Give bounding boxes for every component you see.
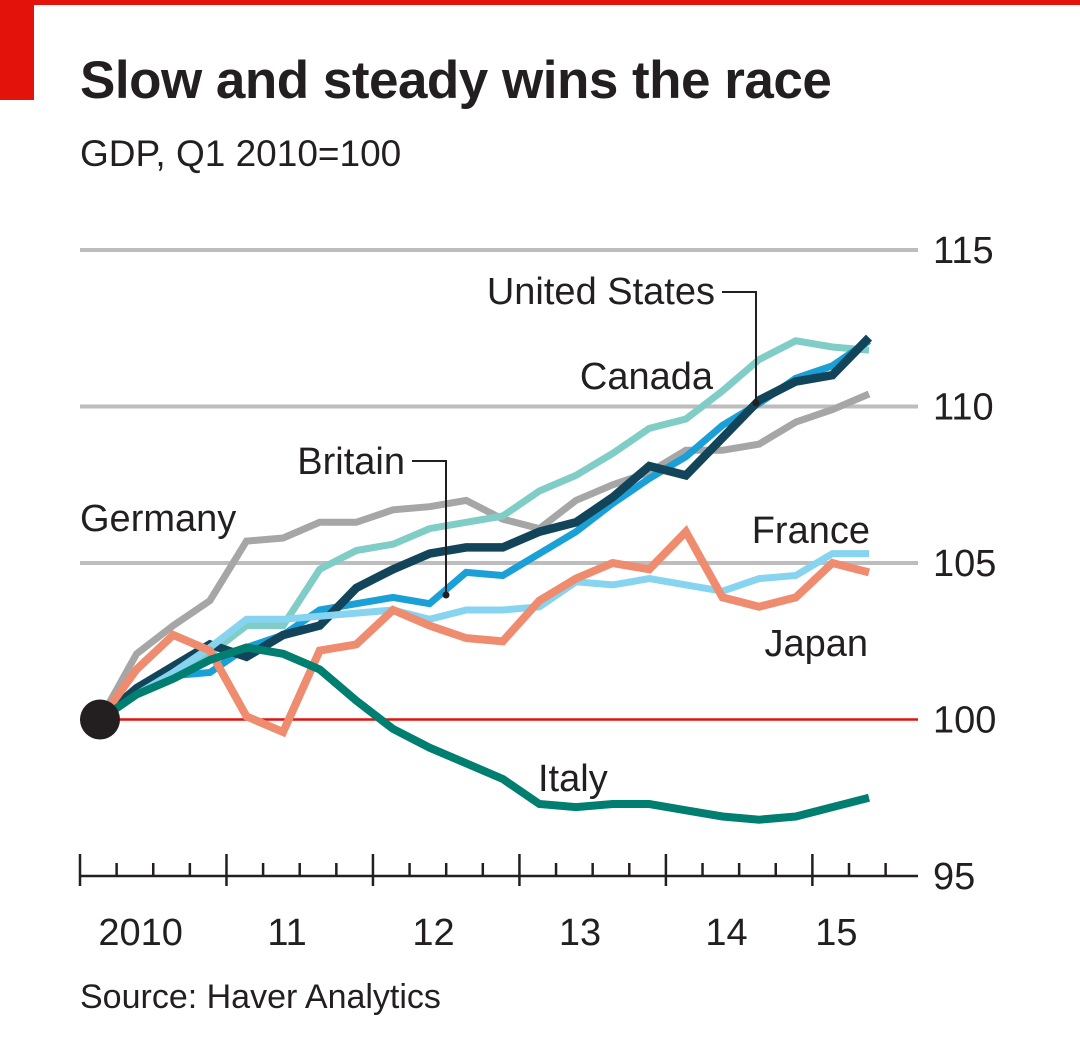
series-label-britain: Britain <box>297 441 405 483</box>
leader-dot-britain <box>442 591 450 599</box>
top-rule <box>0 0 1080 5</box>
gridlines <box>80 248 918 721</box>
x-tick-label-13: 13 <box>559 912 601 954</box>
series-label-japan: Japan <box>764 623 868 665</box>
x-tick-label-2010: 2010 <box>98 912 183 954</box>
x-tick-labels: 2010 11 12 13 14 15 <box>98 912 857 954</box>
y-tick-label-100: 100 <box>933 700 996 742</box>
series-lines <box>80 334 873 824</box>
x-axis <box>78 854 918 886</box>
x-tick-label-14: 14 <box>705 912 747 954</box>
y-tick-label-105: 105 <box>933 543 996 585</box>
source-note: Source: Haver Analytics <box>80 978 441 1016</box>
y-tick-label-115: 115 <box>933 230 994 272</box>
series-line-canada <box>98 337 870 723</box>
origin-dot <box>80 699 120 740</box>
leader-dot-united-states <box>752 399 760 407</box>
x-tick-label-12: 12 <box>412 912 454 954</box>
leader-line-united-states <box>722 291 757 403</box>
x-tick-label-11: 11 <box>267 912 306 954</box>
chart-title: Slow and steady wins the race <box>80 51 832 110</box>
series-label-france: France <box>752 510 870 552</box>
y-tick-label-110: 110 <box>933 387 994 429</box>
chart-subtitle: GDP, Q1 2010=100 <box>80 133 402 174</box>
series-labels: United States Canada Britain Germany France J… <box>80 271 870 800</box>
series-line-germany <box>96 390 871 722</box>
series-label-canada: Canada <box>580 356 714 398</box>
series-line-italy <box>97 643 870 824</box>
brand-red-tab <box>0 0 34 100</box>
leader-line-britain <box>412 460 447 595</box>
series-label-italy: Italy <box>538 758 608 800</box>
series-label-united-states: United States <box>487 271 715 313</box>
y-tick-label-95: 95 <box>933 856 975 898</box>
x-tick-label-15: 15 <box>815 912 857 954</box>
series-label-germany: Germany <box>80 498 236 540</box>
series-line-france <box>98 550 869 723</box>
y-tick-labels: 95 100 105 110 115 <box>933 230 996 898</box>
series-line-japan <box>96 525 870 738</box>
